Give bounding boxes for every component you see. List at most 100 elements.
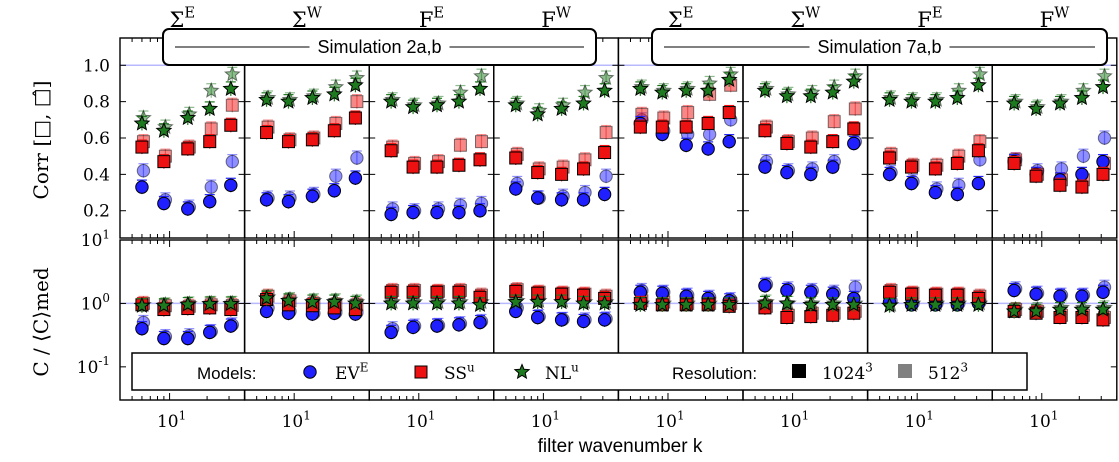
point-EV-hi (181, 331, 195, 346)
panel-r0-p7 (991, 37, 1118, 239)
point-EV-hi (430, 319, 444, 333)
x-ticks (743, 38, 869, 238)
point-NL-hi (699, 296, 717, 312)
y-tick-label: 1.0 (83, 56, 110, 76)
point-SS-hi (135, 140, 149, 154)
point-EV-hi (224, 319, 238, 333)
point-NL-hi (970, 76, 987, 93)
point-EV-hi (406, 320, 420, 335)
point-NL-hi (201, 100, 219, 117)
point-EV-hi (327, 184, 342, 198)
point-EV-lo (702, 127, 717, 142)
panel-titles: ΣE ΣW FE FW ΣE ΣW FE FW (170, 5, 1071, 32)
point-NL-hi (802, 296, 820, 312)
point-NL-hi (325, 293, 343, 310)
point-EV-hi (406, 205, 420, 220)
point-EV-hi (1075, 167, 1089, 182)
point-EV-hi (384, 325, 398, 340)
point-NL-hi (845, 72, 863, 89)
point-NL-hi (155, 296, 173, 313)
panel-frame (991, 239, 1118, 401)
legend-marker-SS (414, 365, 428, 379)
point-SS-hi (281, 135, 295, 149)
panel-r1-p2: 101 (368, 239, 495, 432)
point-EV-hi (882, 167, 897, 182)
point-SS-hi (780, 136, 794, 150)
point-EV-hi (135, 321, 149, 336)
point-NL-hi (1005, 94, 1023, 111)
point-NL-hi (133, 114, 151, 131)
point-EV-hi (1096, 154, 1110, 169)
panel-frame (742, 37, 869, 239)
point-EV-hi (1096, 285, 1110, 299)
point-SS-hi (430, 160, 444, 174)
point-EV-lo (350, 151, 364, 165)
point-NL-hi (179, 295, 197, 312)
point-EV-hi (576, 314, 591, 329)
point-NL-hi (471, 80, 489, 97)
point-NL-hi (824, 83, 842, 100)
point-NL-hi (428, 294, 446, 311)
panel-title: ΣE (170, 5, 196, 32)
point-EV-hi (1053, 289, 1067, 303)
point-NL-lo (597, 69, 615, 86)
point-EV-hi (281, 194, 296, 209)
x-tick-label: 101 (531, 408, 560, 432)
y-tick-label: 101 (81, 227, 110, 251)
panel-r0-p6 (866, 37, 993, 239)
point-NL-hi (596, 294, 613, 311)
point-SS-hi (1007, 156, 1021, 170)
point-NL-hi (179, 109, 197, 126)
panel-title: ΣW (790, 5, 821, 32)
point-NL-hi (155, 121, 173, 138)
point-EV-hi (847, 136, 861, 151)
point-NL-hi (507, 96, 525, 113)
simulation-group-label: Simulation 7a,b (817, 37, 941, 57)
point-SS-hi (655, 120, 669, 134)
panel-title: FW (1040, 5, 1071, 32)
point-NL-hi (507, 293, 525, 310)
point-SS-hi (531, 166, 545, 180)
legend-model-NL: NLu (545, 360, 579, 384)
legend-marker-EV (303, 365, 317, 379)
point-NL-hi (404, 294, 422, 311)
point-NL-hi (1073, 89, 1091, 106)
point-SS-hi (1053, 178, 1067, 192)
point-NL-hi (631, 80, 649, 97)
point-EV-hi (758, 160, 772, 174)
point-EV-hi (305, 189, 320, 203)
simulation-group-0: Simulation 2a,b (162, 28, 597, 66)
point-NL-hi (258, 91, 275, 107)
point-SS-hi (305, 133, 319, 147)
point-EV-hi (597, 187, 612, 202)
point-NL-hi (881, 91, 898, 107)
point-EV-hi (473, 315, 487, 330)
point-EV-hi (530, 191, 545, 205)
point-NL-hi (304, 293, 321, 310)
legend-model-EV: EVE (335, 360, 368, 384)
point-NL-hi (347, 294, 364, 311)
point-EV-hi (1075, 289, 1089, 303)
panel-r1-p1: 101 (243, 239, 370, 432)
point-SS-hi (1096, 167, 1110, 181)
point-NL-hi (201, 295, 219, 312)
point-SS-hi (971, 144, 985, 158)
point-SS-lo (848, 102, 862, 116)
point-EV-hi (203, 325, 217, 340)
point-SS-lo (350, 95, 364, 109)
panel-r0-p5 (742, 37, 869, 239)
point-SS-lo (204, 122, 218, 136)
point-SS-hi (883, 151, 897, 165)
point-EV-lo (1097, 131, 1112, 145)
panel-r1-p5: 101 (742, 239, 869, 432)
point-NL-hi (222, 295, 240, 312)
point-EV-hi (928, 185, 943, 200)
legend-model-SS: SSu (444, 360, 475, 384)
point-NL-hi (222, 80, 240, 97)
simulation-group-labels: Simulation 2a,b Simulation 7a,b (162, 28, 1108, 66)
point-NL-hi (970, 296, 987, 312)
panel-r0-p2 (368, 37, 495, 239)
point-NL-hi (404, 98, 422, 115)
panel-title: FE (917, 5, 942, 32)
point-SS-hi (1029, 169, 1043, 183)
